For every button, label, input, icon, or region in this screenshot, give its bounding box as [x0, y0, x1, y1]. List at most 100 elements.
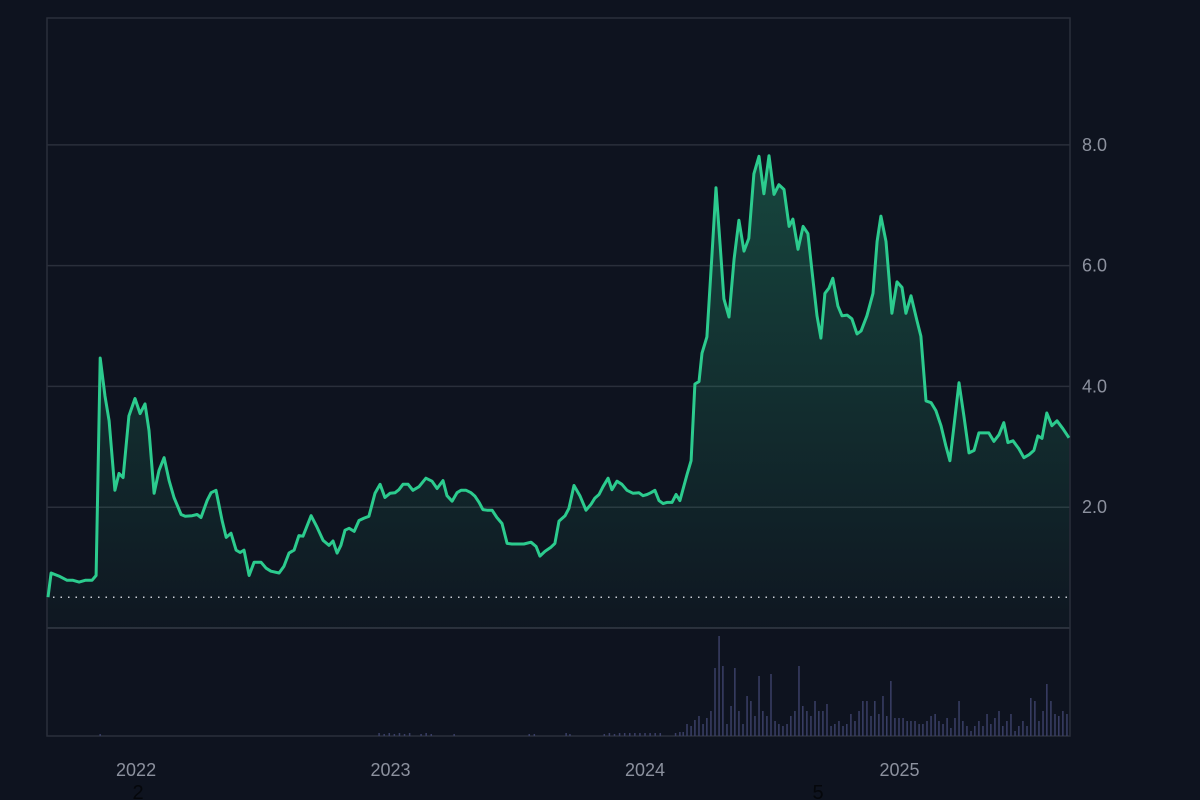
volume-bar — [718, 636, 720, 736]
volume-bar — [702, 724, 704, 736]
volume-bar — [902, 718, 904, 736]
volume-bar — [1030, 698, 1032, 736]
volume-bar — [942, 724, 944, 736]
annotation-label: 5 — [812, 782, 823, 800]
volume-bar — [926, 721, 928, 736]
volume-bar — [453, 734, 455, 736]
y-tick-label: 8.0 — [1082, 135, 1107, 155]
volume-bar — [842, 726, 844, 736]
volume-bar — [870, 716, 872, 736]
volume-bar — [854, 721, 856, 736]
volume-bar — [742, 724, 744, 736]
volume-bars — [99, 636, 1068, 736]
volume-bar — [634, 733, 636, 736]
volume-bar — [950, 728, 952, 736]
volume-bar — [659, 733, 662, 736]
volume-bar — [1006, 721, 1008, 736]
volume-bar — [682, 732, 684, 736]
volume-bar — [762, 711, 764, 736]
volume-bar — [1010, 714, 1012, 736]
volume-bar — [766, 716, 768, 736]
volume-bar — [830, 726, 832, 736]
volume-bar — [998, 711, 1000, 736]
volume-bar — [958, 701, 960, 736]
volume-bar — [1042, 711, 1044, 736]
volume-bar — [866, 701, 868, 736]
volume-bar — [1066, 714, 1068, 736]
volume-bar — [629, 733, 631, 736]
volume-bar — [910, 721, 912, 736]
volume-bar — [378, 733, 380, 736]
volume-bar — [1018, 726, 1020, 736]
volume-bar — [974, 726, 976, 736]
volume-bar — [1014, 731, 1016, 736]
volume-bar — [706, 718, 708, 736]
volume-bar — [954, 718, 956, 736]
volume-bar — [770, 674, 772, 736]
volume-bar — [383, 734, 385, 736]
volume-bar — [946, 718, 948, 736]
annotation-label: 2 — [132, 782, 143, 800]
volume-bar — [388, 733, 391, 736]
volume-bar — [1062, 711, 1064, 736]
volume-bar — [890, 681, 892, 736]
x-tick-label: 2022 — [116, 760, 156, 780]
volume-bar — [750, 701, 752, 736]
volume-bar — [822, 711, 824, 736]
volume-bar — [894, 718, 896, 736]
y-tick-label: 4.0 — [1082, 376, 1107, 396]
volume-bar — [408, 733, 411, 736]
volume-bar — [746, 696, 748, 736]
volume-bar — [982, 726, 984, 736]
volume-bar — [862, 701, 864, 736]
volume-bar — [774, 721, 776, 736]
volume-bar — [393, 734, 396, 736]
volume-bar — [639, 733, 641, 736]
volume-bar — [914, 721, 916, 736]
volume-bar — [886, 716, 888, 736]
volume-bar — [710, 711, 712, 736]
volume-bar — [1054, 714, 1056, 736]
plot-frame — [46, 17, 1071, 737]
volume-bar — [679, 732, 681, 736]
volume-bar — [649, 733, 651, 736]
volume-bar — [818, 711, 820, 736]
volume-bar — [714, 668, 716, 736]
volume-bar — [674, 733, 677, 736]
volume-bar — [698, 716, 700, 736]
volume-bar — [906, 721, 908, 736]
volume-bar — [603, 734, 606, 736]
volume-bar — [962, 721, 964, 736]
x-tick-label: 2025 — [879, 760, 919, 780]
volume-bar — [966, 726, 968, 736]
volume-bar — [1034, 701, 1036, 736]
volume-bar — [533, 734, 536, 736]
volume-bar — [754, 716, 756, 736]
volume-bar — [565, 733, 567, 736]
volume-bar — [623, 733, 626, 736]
price-line — [46, 154, 1071, 598]
volume-bar — [734, 668, 736, 736]
volume-bar — [838, 721, 840, 736]
volume-bar — [794, 711, 796, 736]
volume-bar — [1026, 726, 1028, 736]
volume-bar — [608, 733, 611, 736]
volume-bar — [938, 721, 940, 736]
x-tick-label: 2024 — [625, 760, 665, 780]
volume-bar — [846, 724, 848, 736]
volume-bar — [1058, 716, 1060, 736]
volume-bar — [834, 724, 836, 736]
volume-bar — [1046, 684, 1048, 736]
y-tick-label: 2.0 — [1082, 497, 1107, 517]
volume-bar — [970, 731, 972, 736]
volume-bar — [618, 733, 621, 736]
volume-bar — [934, 714, 936, 736]
volume-bar — [874, 701, 876, 736]
volume-bar — [850, 714, 852, 736]
volume-bar — [690, 726, 692, 736]
volume-bar — [798, 666, 800, 736]
volume-bar — [722, 666, 724, 736]
x-axis: 2022 2023 2024 2025 — [116, 760, 919, 780]
volume-bar — [922, 724, 924, 736]
